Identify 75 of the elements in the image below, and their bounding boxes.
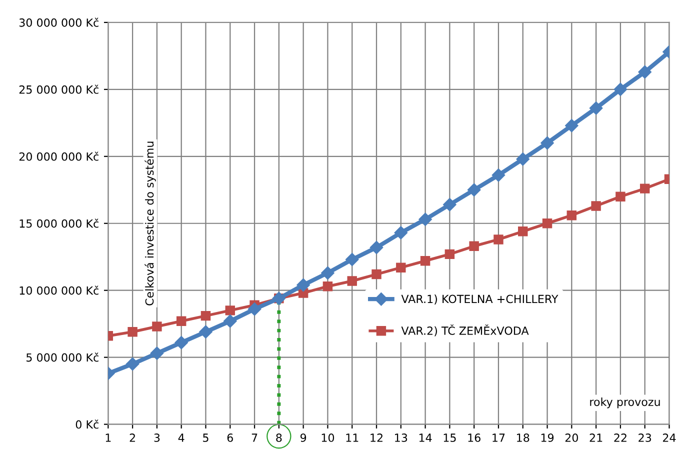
x-tick-label: 19 xyxy=(541,434,554,442)
point xyxy=(591,201,601,211)
x-tick-label: 16 xyxy=(468,434,480,442)
x-tick-label: 3 xyxy=(154,434,160,442)
x-tick-label: 17 xyxy=(492,434,505,442)
x-tick-label: 21 xyxy=(590,434,602,442)
point xyxy=(199,325,212,338)
x-tick-label: 14 xyxy=(419,434,432,442)
point xyxy=(322,281,333,292)
x-tick-label: 5 xyxy=(203,434,208,442)
point xyxy=(614,82,628,96)
point xyxy=(347,276,357,286)
point xyxy=(467,183,481,196)
point xyxy=(540,136,554,150)
point xyxy=(225,306,235,316)
x-tick-label: 24 xyxy=(662,434,676,442)
point xyxy=(616,192,626,202)
point xyxy=(589,102,603,115)
x-tick-label: 18 xyxy=(517,434,530,442)
x-tick-label: 2 xyxy=(130,434,135,442)
point xyxy=(396,262,406,272)
x-tick-label: 11 xyxy=(346,434,358,442)
point xyxy=(126,357,140,371)
point xyxy=(492,168,506,182)
y-tick-label: 0 Kč xyxy=(76,420,98,429)
point xyxy=(174,336,188,350)
x-tick-label: 20 xyxy=(565,434,578,442)
point xyxy=(372,269,382,280)
x-tick-label: 13 xyxy=(395,434,408,442)
point xyxy=(152,322,162,332)
x-tick-label: 10 xyxy=(322,434,334,442)
point xyxy=(346,252,359,266)
point xyxy=(150,346,164,360)
y-tick-label: 15 000 000 Kč xyxy=(20,218,98,228)
x-tick-label: 23 xyxy=(638,434,652,442)
point xyxy=(248,302,262,316)
point xyxy=(200,310,211,321)
point xyxy=(370,240,384,254)
x-axis-title: roky provozu xyxy=(590,397,660,408)
point xyxy=(176,316,186,326)
x-tick-label: 15 xyxy=(444,434,456,442)
point xyxy=(296,278,310,292)
point xyxy=(444,249,455,260)
point xyxy=(224,314,237,328)
legend-label: VAR.2) TČ ZEMĚxVODA xyxy=(401,324,529,336)
x-tick-label: 7 xyxy=(252,434,258,442)
x-tick-label: 6 xyxy=(227,434,233,442)
point xyxy=(566,210,577,220)
point xyxy=(443,198,456,212)
x-tick-label: 9 xyxy=(300,434,306,442)
y-tick-label: 30 000 000 Kč xyxy=(19,18,98,27)
point xyxy=(565,119,578,132)
point xyxy=(518,226,528,236)
point xyxy=(394,226,408,240)
point xyxy=(128,327,138,337)
y-tick-label: 25 000 000 Kč xyxy=(19,84,98,94)
point xyxy=(516,152,530,166)
x-tick-label: 8 xyxy=(276,434,282,442)
point xyxy=(418,212,432,226)
point xyxy=(420,256,430,266)
y-axis-title: Celková investice do systému xyxy=(144,142,156,306)
y-tick-label: 5 000 000 Kč xyxy=(26,352,98,362)
x-tick-label: 22 xyxy=(614,434,626,442)
point xyxy=(542,218,552,228)
point xyxy=(638,65,652,79)
x-tick-label: 12 xyxy=(370,434,382,442)
x-tick-label: 4 xyxy=(178,434,184,442)
y-tick-label: 20 000 000 Kč xyxy=(19,152,98,161)
point xyxy=(494,234,504,244)
point xyxy=(469,241,479,252)
y-tick-label: 10 000 000 Kč xyxy=(20,286,98,295)
point xyxy=(321,266,334,280)
legend-label: VAR.1) KOTELNA +CHILLERY xyxy=(401,294,558,304)
point xyxy=(640,184,650,194)
x-tick-label: 1 xyxy=(106,434,111,442)
